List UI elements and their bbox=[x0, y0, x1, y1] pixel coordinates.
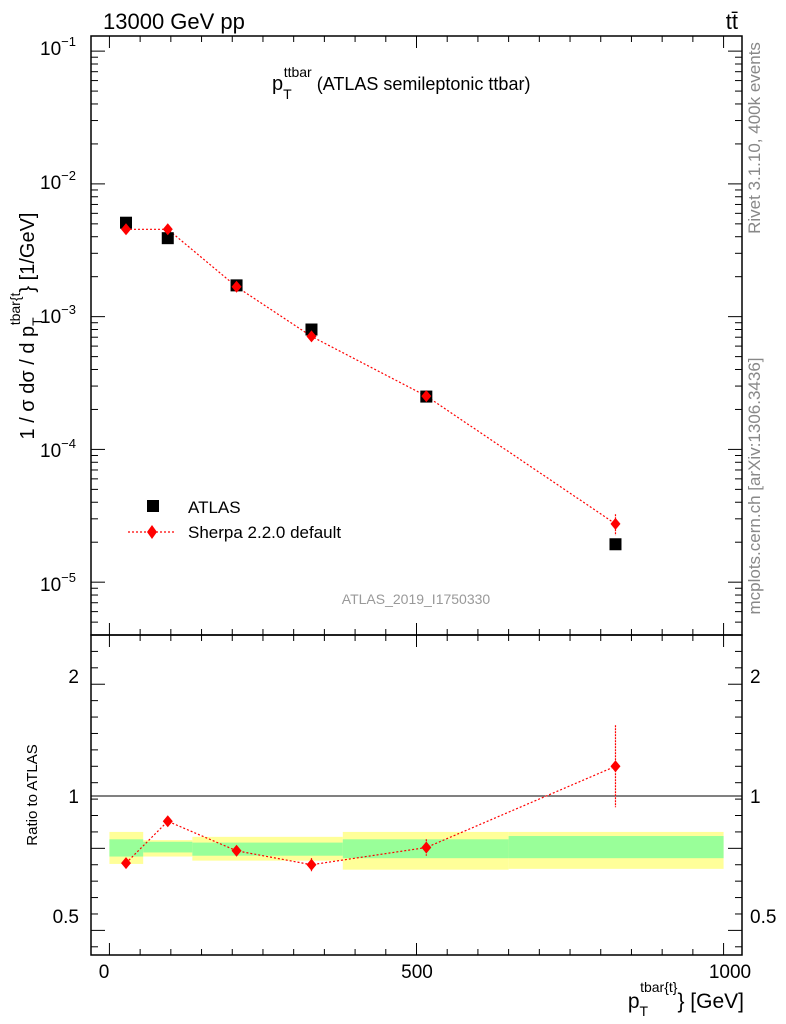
ratio-band-green bbox=[508, 836, 724, 859]
legend-sherpa-label: Sherpa 2.2.0 default bbox=[188, 523, 341, 542]
y-axis-title-sup: tbar{t bbox=[7, 292, 23, 325]
sherpa-point bbox=[306, 330, 317, 343]
y-tick-label-1e-3: 10−3 bbox=[40, 302, 76, 328]
ratio-tick-label-2-left: 2 bbox=[68, 667, 79, 688]
ratio-sherpa-point bbox=[306, 858, 317, 871]
x-axis-title-symbol: p bbox=[628, 990, 640, 1013]
main-title-symbol: p bbox=[272, 73, 283, 95]
process-label: tt̄ bbox=[726, 9, 738, 34]
sherpa-point bbox=[121, 223, 132, 236]
ratio-tick-labels: 2 1 0.5 2 1 0.5 bbox=[53, 667, 777, 928]
ratio-band-green bbox=[143, 841, 193, 853]
y-axis-title-rest: } [1/GeV] bbox=[17, 213, 39, 293]
y-tick-base: 10 bbox=[40, 173, 61, 194]
y-tick-label-1e-4: 10−4 bbox=[40, 436, 76, 462]
y-axis-title-sub: T bbox=[29, 317, 45, 326]
ratio-sherpa-point bbox=[421, 841, 432, 854]
ratio-tick-label-1-left: 1 bbox=[68, 787, 79, 808]
x-axis-title-sub: T bbox=[640, 1003, 649, 1019]
main-title: pTttbar (ATLAS semileptonic ttbar) bbox=[272, 64, 530, 102]
y-tick-exponent: −5 bbox=[61, 570, 76, 585]
legend: ATLAS Sherpa 2.2.0 default bbox=[128, 498, 341, 542]
ratio-sherpa-point bbox=[121, 857, 132, 870]
sherpa-point bbox=[610, 517, 621, 530]
y-tick-label-1e-5: 10−5 bbox=[40, 570, 76, 596]
ratio-marks bbox=[121, 725, 621, 872]
top-y-tick-labels: 10−1 10−2 10−3 10−4 10−5 bbox=[40, 34, 76, 596]
x-tick-labels: 0 500 1000 bbox=[99, 962, 751, 983]
y-axis-title-prefix: 1 / σ dσ / d p bbox=[17, 326, 39, 440]
x-tick-label-0: 0 bbox=[99, 962, 110, 983]
ratio-tick-label-05-left: 0.5 bbox=[53, 907, 79, 928]
atlas-data-point bbox=[120, 216, 133, 229]
ratio-bands bbox=[109, 831, 724, 870]
sherpa-line bbox=[126, 228, 616, 525]
y-tick-base: 10 bbox=[40, 441, 61, 462]
main-title-sup: ttbar bbox=[284, 64, 312, 80]
x-axis-title-rest: } [GeV] bbox=[677, 990, 744, 1013]
analysis-watermark: ATLAS_2019_I1750330 bbox=[342, 591, 491, 607]
ratio-axis-title: Ratio to ATLAS bbox=[24, 744, 41, 845]
x-tick-label-1000: 1000 bbox=[709, 962, 751, 983]
rivet-version-label: Rivet 3.1.10, 400k events bbox=[745, 42, 764, 234]
legend-atlas-label: ATLAS bbox=[188, 498, 241, 517]
axis-ticks bbox=[91, 36, 742, 955]
y-tick-base: 10 bbox=[40, 39, 61, 60]
energy-label: 13000 GeV pp bbox=[103, 9, 245, 34]
ratio-tick-label-1-right: 1 bbox=[750, 787, 761, 808]
atlas-data-point bbox=[305, 323, 318, 336]
y-tick-base: 10 bbox=[40, 307, 61, 328]
ratio-sherpa-point bbox=[231, 844, 242, 857]
y-tick-exponent: −1 bbox=[61, 34, 76, 49]
ratio-sherpa-point bbox=[610, 760, 621, 773]
x-axis-title-sup: tbar{t} bbox=[640, 979, 678, 995]
atlas-data-point bbox=[161, 232, 174, 245]
legend-atlas-marker bbox=[147, 500, 159, 512]
sherpa-point bbox=[231, 280, 242, 293]
y-tick-label-1e-2: 10−2 bbox=[40, 168, 76, 194]
x-tick-label-500: 500 bbox=[401, 962, 433, 983]
sherpa-point bbox=[162, 223, 173, 236]
x-axis-title: pTtbar{t}} [GeV] bbox=[628, 979, 744, 1019]
ratio-panel-frame bbox=[90, 634, 743, 956]
main-title-sub: T bbox=[283, 86, 292, 102]
y-tick-exponent: −3 bbox=[61, 302, 76, 317]
y-tick-exponent: −2 bbox=[61, 168, 76, 183]
ratio-band-green bbox=[192, 842, 343, 856]
top-panel-frame bbox=[90, 35, 743, 636]
ratio-tick-label-2-right: 2 bbox=[750, 667, 761, 688]
mcplots-label: mcplots.cern.ch [arXiv:1306.3436] bbox=[745, 357, 764, 614]
legend-sherpa-marker bbox=[147, 525, 157, 539]
y-tick-label-1e-1: 10−1 bbox=[40, 34, 76, 60]
y-tick-exponent: −4 bbox=[61, 436, 76, 451]
ratio-band-green bbox=[109, 839, 144, 857]
ratio-sherpa-line bbox=[125, 765, 616, 866]
ratio-tick-label-05-right: 0.5 bbox=[750, 907, 776, 928]
main-title-rest: (ATLAS semileptonic ttbar) bbox=[312, 74, 531, 94]
ratio-sherpa-point bbox=[162, 815, 173, 828]
y-axis-title: 1 / σ dσ / d pTtbar{t} [1/GeV] bbox=[7, 213, 45, 440]
top-panel-marks bbox=[120, 216, 622, 551]
y-tick-base: 10 bbox=[40, 575, 61, 596]
atlas-data-point bbox=[609, 538, 622, 551]
sherpa-point bbox=[421, 390, 432, 403]
